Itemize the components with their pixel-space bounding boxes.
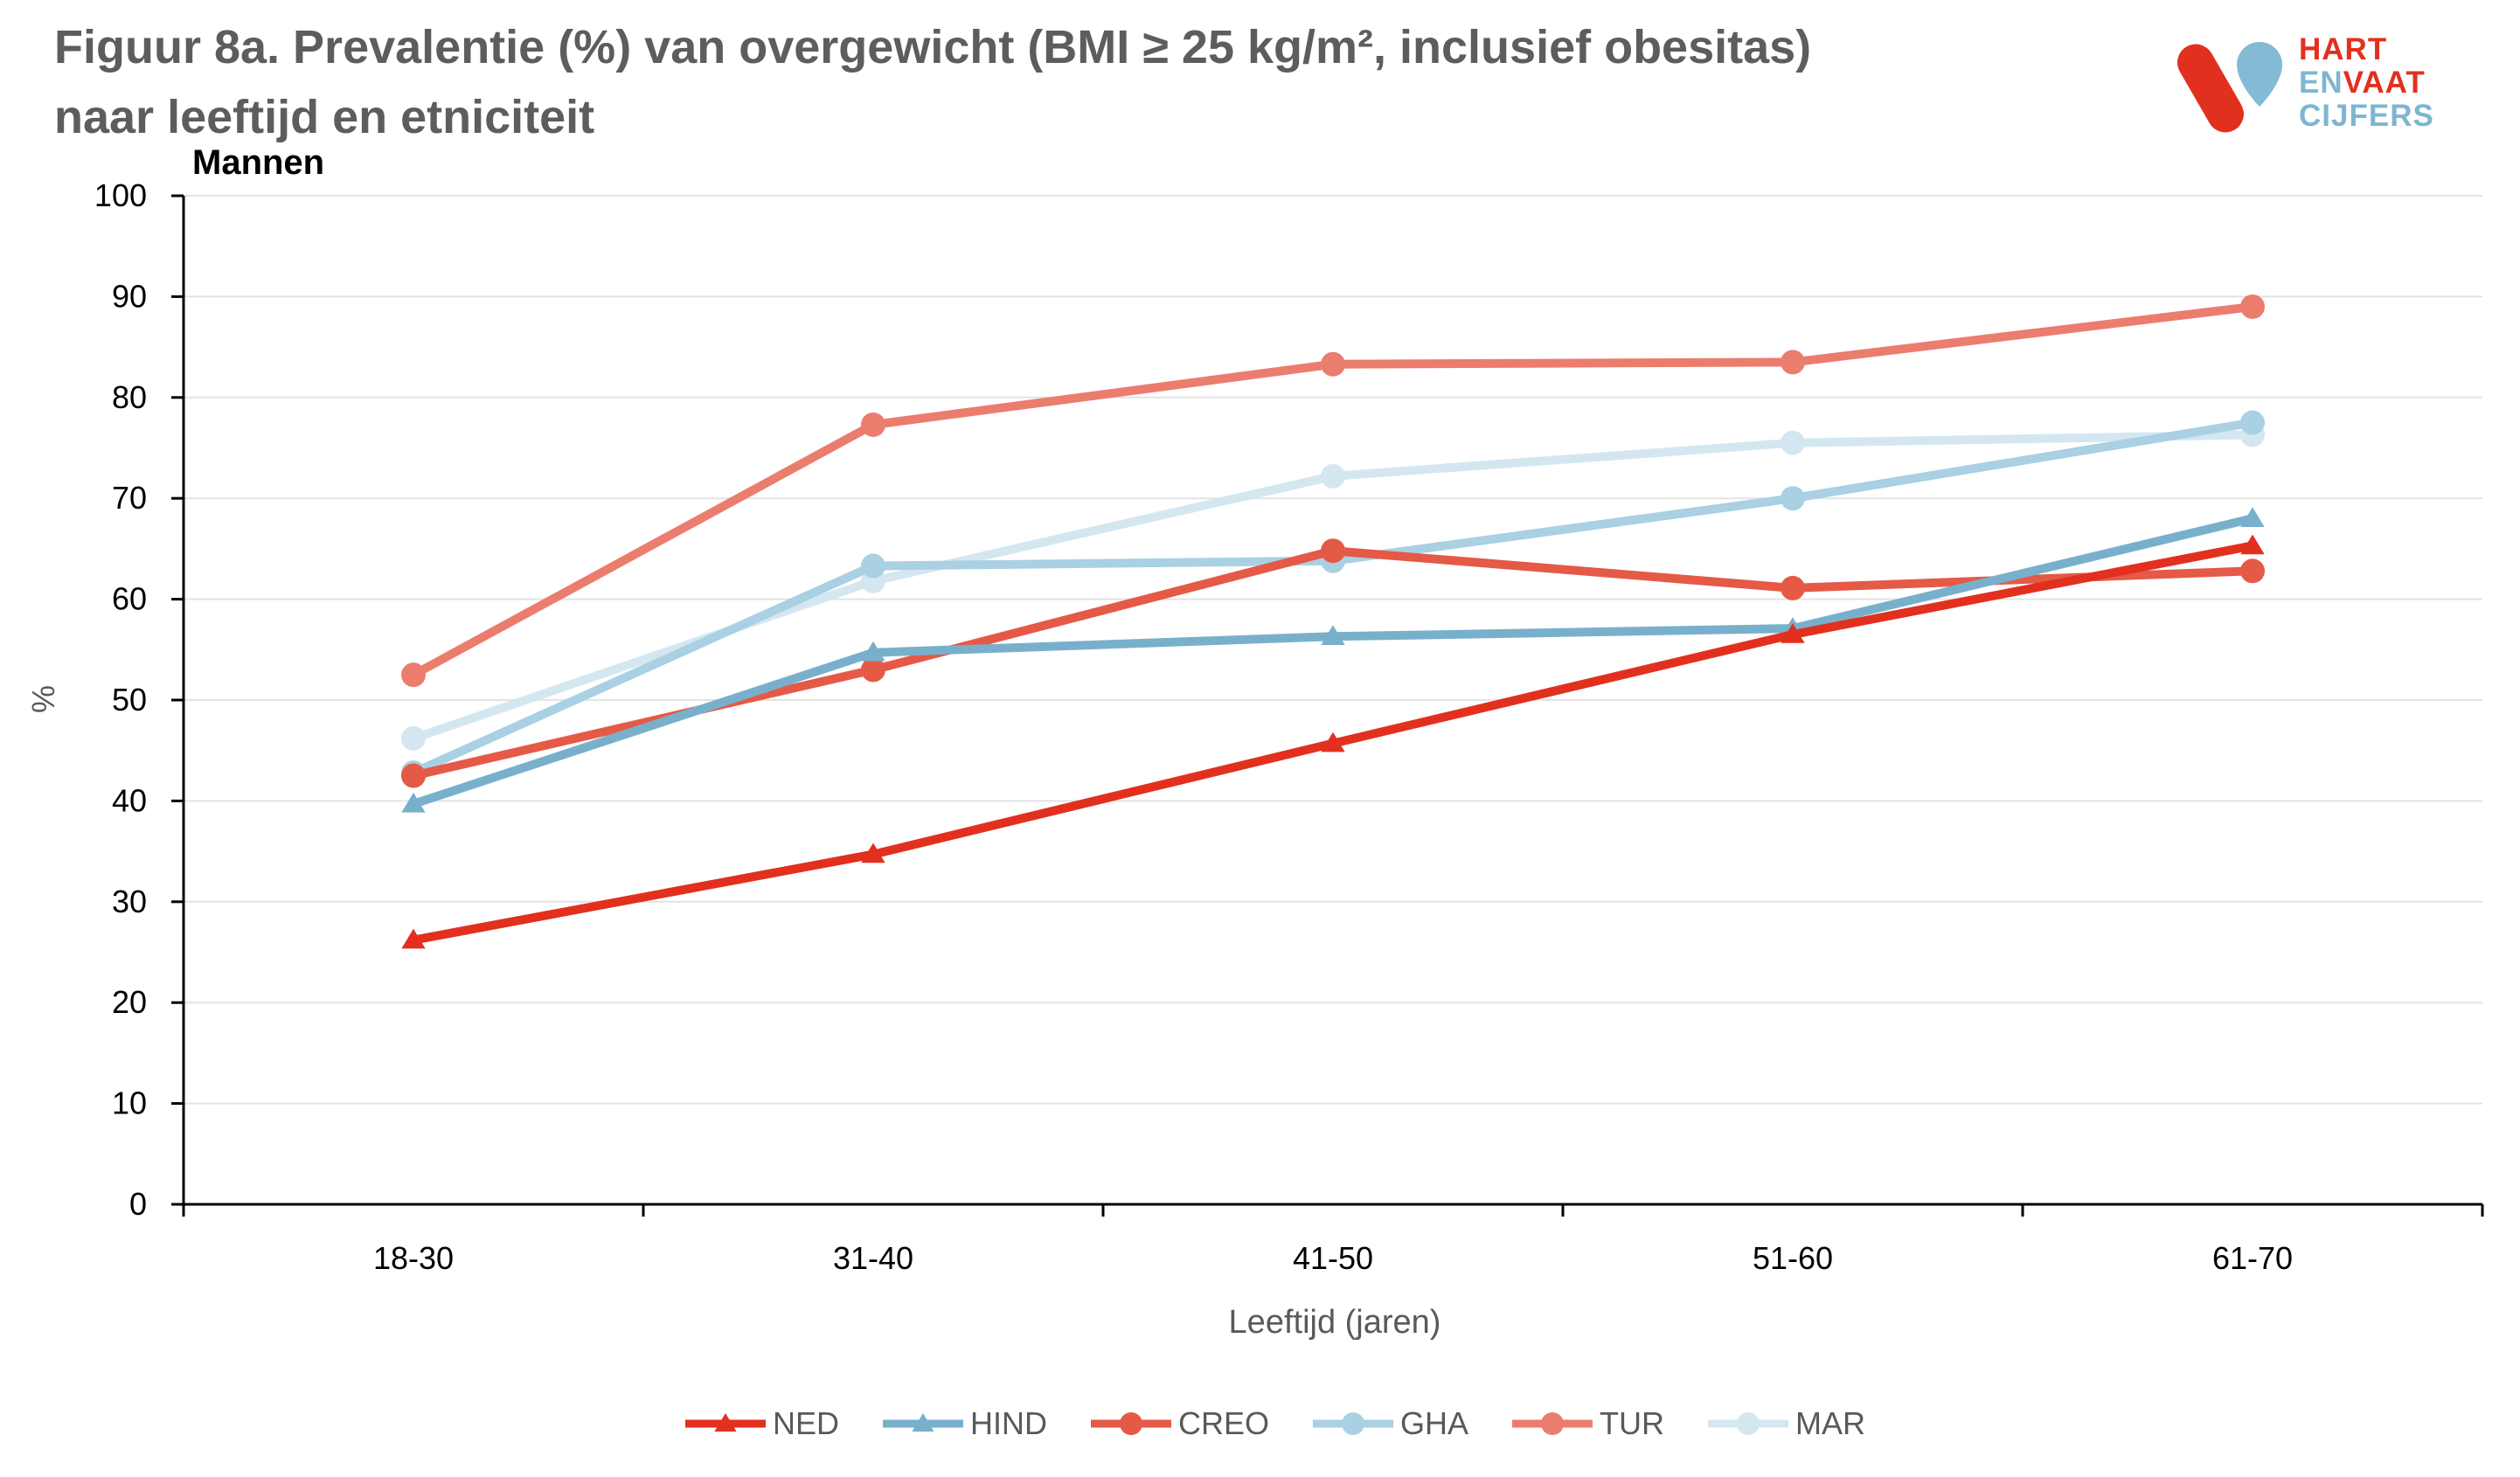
- y-tick-label: 50: [112, 682, 147, 718]
- chart-title-line2: naar leeftijd en etniciteit: [54, 91, 595, 143]
- hart-en-vaat-cijfers-logo: HART ENVAAT CIJFERS: [2176, 33, 2474, 138]
- legend-swatch-gha: [1313, 1412, 1394, 1435]
- data-point-tur: [401, 662, 426, 688]
- data-point-creo: [861, 657, 885, 683]
- series-lines: [401, 294, 2265, 949]
- legend-item-mar: MAR: [1704, 1405, 1865, 1442]
- data-point-ned: [1321, 732, 1345, 752]
- logo-text: HART ENVAAT CIJFERS: [2299, 33, 2434, 133]
- data-point-mar: [1781, 430, 1805, 455]
- data-point-tur: [861, 412, 885, 437]
- x-tick-labels: 18-30 31-40 41-50 51-60 61-70: [373, 1240, 2293, 1276]
- x-tick-label: 61-70: [2212, 1240, 2293, 1276]
- legend-label: HIND: [970, 1405, 1048, 1441]
- legend-item-hind: HIND: [879, 1405, 1047, 1442]
- legend-swatch-ned: [685, 1413, 766, 1432]
- legend-swatch-mar: [1708, 1412, 1789, 1435]
- x-tick-label: 18-30: [373, 1240, 454, 1276]
- data-point-hind: [401, 792, 426, 813]
- logo-text-en: EN: [2299, 66, 2343, 100]
- legend-label: NED: [773, 1405, 840, 1441]
- data-point-tur: [1321, 351, 1345, 377]
- legend-swatch-marker: [1342, 1412, 1365, 1435]
- x-tick-label: 41-50: [1293, 1240, 1373, 1276]
- y-tick-label: 80: [112, 379, 147, 415]
- legend: NED HIND CREO GHA TUR MAR: [682, 1402, 1906, 1446]
- legend-label: CREO: [1178, 1405, 1270, 1441]
- legend-swatch-hind: [883, 1413, 964, 1432]
- data-point-creo: [401, 763, 426, 788]
- data-point-creo: [2240, 558, 2265, 584]
- legend-label: GHA: [1400, 1405, 1469, 1441]
- data-point-gha: [2240, 410, 2265, 435]
- legend-swatch-marker: [1737, 1412, 1760, 1435]
- data-point-ned: [2240, 534, 2265, 555]
- data-point-gha: [1781, 486, 1805, 511]
- data-point-gha: [861, 553, 885, 579]
- data-point-mar: [1321, 463, 1345, 489]
- legend-item-gha: GHA: [1309, 1405, 1468, 1442]
- y-tick-label: 30: [112, 884, 147, 919]
- series-tur: [401, 294, 2265, 688]
- logo-mark-icon: [2177, 42, 2282, 133]
- legend-label: TUR: [1600, 1405, 1665, 1441]
- data-point-tur: [1781, 350, 1805, 375]
- legend-swatch-marker: [912, 1413, 934, 1432]
- logo-text-line3: CIJFERS: [2299, 99, 2434, 133]
- x-axis-label: Leeftijd (jaren): [1229, 1304, 1441, 1341]
- legend-swatch-marker: [714, 1413, 737, 1432]
- data-point-hind: [1321, 625, 1345, 646]
- chart-title: Figuur 8a. Prevalentie (%) van overgewic…: [54, 12, 2065, 152]
- y-tick-label: 10: [112, 1085, 147, 1121]
- data-point-mar: [401, 725, 426, 751]
- y-tick-label: 0: [129, 1186, 147, 1222]
- y-axis-label: %: [25, 685, 61, 713]
- y-tick-label: 60: [112, 581, 147, 617]
- data-point-tur: [2240, 294, 2265, 319]
- legend-swatch-tur: [1512, 1412, 1593, 1435]
- y-tick-label: 20: [112, 984, 147, 1020]
- y-tick-labels: 0 10 20 30 40 50 60 70 80 90 100: [94, 177, 147, 1222]
- x-tick-label: 51-60: [1753, 1240, 1833, 1276]
- y-tick-label: 100: [94, 177, 147, 213]
- logo-text-vaat: VAAT: [2343, 66, 2426, 100]
- data-point-ned: [1781, 622, 1805, 643]
- legend-swatch-marker: [1541, 1412, 1565, 1435]
- legend-item-tur: TUR: [1509, 1405, 1664, 1442]
- legend-item-ned: NED: [682, 1405, 839, 1442]
- axes: [171, 194, 2484, 1217]
- gridlines: [184, 195, 2482, 1105]
- legend-swatch-creo: [1091, 1412, 1172, 1435]
- chart-subtitle: Mannen: [192, 143, 325, 182]
- data-point-ned: [861, 843, 885, 863]
- y-tick-label: 90: [112, 278, 147, 314]
- logo-text-line1: HART: [2299, 32, 2388, 66]
- legend-item-creo: CREO: [1087, 1405, 1269, 1442]
- data-point-creo: [1781, 575, 1805, 600]
- legend-swatch-marker: [1120, 1412, 1143, 1435]
- data-point-ned: [401, 928, 426, 949]
- chart-title-line1: Figuur 8a. Prevalentie (%) van overgewic…: [54, 21, 1812, 73]
- data-point-hind: [861, 641, 885, 662]
- series-ned: [401, 534, 2265, 949]
- data-point-hind: [2240, 507, 2265, 528]
- data-point-creo: [1321, 538, 1345, 564]
- y-tick-label: 40: [112, 782, 147, 818]
- y-tick-label: 70: [112, 480, 147, 516]
- x-tick-label: 31-40: [833, 1240, 913, 1276]
- legend-label: MAR: [1795, 1405, 1866, 1441]
